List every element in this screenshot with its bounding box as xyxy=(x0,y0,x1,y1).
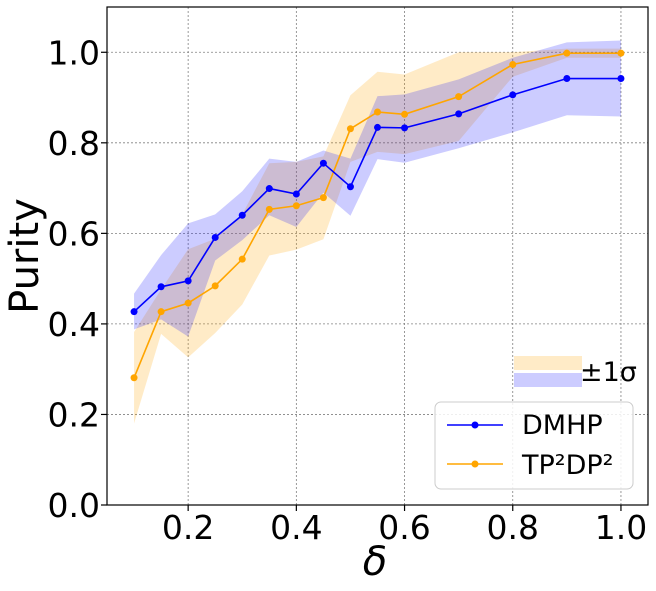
y-tick-label: 0.6 xyxy=(48,214,100,253)
y-axis-label: Purity xyxy=(2,198,48,314)
x-tick-label: 0.2 xyxy=(162,508,214,547)
x-axis-label: δ xyxy=(363,539,387,585)
y-tick-label: 1.0 xyxy=(48,33,100,72)
sigma-swatch-orange xyxy=(514,356,582,370)
data-point-dmhp xyxy=(401,124,409,132)
data-point-dmhp xyxy=(130,308,138,316)
x-tick-label: 1.0 xyxy=(595,508,647,547)
data-point-tpdp xyxy=(374,108,381,116)
data-point-tpdp xyxy=(319,194,327,202)
data-point-dmhp xyxy=(346,183,354,191)
data-point-dmhp xyxy=(238,211,246,219)
data-point-tpdp xyxy=(346,125,354,133)
band-tpdp xyxy=(134,48,621,424)
data-point-dmhp xyxy=(265,185,273,193)
ticks: 0.2 0.4 0.6 0.8 1.0 0.0 0.2 0.4 0.6 0.8 1.0 xyxy=(48,33,648,547)
x-tick-label: 0.8 xyxy=(487,508,539,547)
data-point-dmhp xyxy=(292,190,300,198)
data-point-dmhp xyxy=(455,110,463,118)
y-tick-label: 0.8 xyxy=(48,124,100,163)
data-point-tpdp xyxy=(211,282,219,290)
data-point-dmhp xyxy=(374,123,381,131)
data-point-tpdp xyxy=(157,308,165,316)
data-point-dmhp xyxy=(211,233,219,241)
plot-frame xyxy=(106,6,649,506)
data-point-tpdp xyxy=(509,60,517,68)
legend: DMHP TP²DP² xyxy=(434,401,634,490)
data-point-dmhp xyxy=(184,277,192,285)
grid xyxy=(107,7,648,506)
series-lines xyxy=(130,49,625,382)
sigma-label: ±1σ xyxy=(580,357,637,388)
data-point-tpdp xyxy=(563,49,571,57)
y-tick-label: 0.4 xyxy=(48,305,100,344)
data-point-tpdp xyxy=(265,205,273,213)
legend-label-tp2dp2: TP²DP² xyxy=(521,450,614,481)
legend-box xyxy=(434,401,634,490)
data-point-tpdp xyxy=(617,49,625,57)
sigma-swatch-blue xyxy=(514,373,582,387)
std-bands xyxy=(134,40,621,424)
sigma-band-legend: ±1σ xyxy=(514,356,637,388)
x-tick-label: 0.4 xyxy=(270,508,322,547)
y-tick-label: 0.0 xyxy=(48,486,100,525)
data-point-tpdp xyxy=(184,299,192,307)
data-point-dmhp xyxy=(563,75,571,83)
data-point-dmhp xyxy=(157,283,165,291)
data-point-tpdp xyxy=(401,110,409,118)
legend-label-dmhp: DMHP xyxy=(522,410,603,441)
band-dmhp xyxy=(134,40,621,337)
data-point-dmhp xyxy=(319,159,327,167)
data-point-tpdp xyxy=(292,202,300,210)
legend-marker-dmhp xyxy=(471,421,479,429)
legend-marker-tp2dp2 xyxy=(471,460,479,468)
data-point-dmhp xyxy=(617,75,625,83)
y-tick-label: 0.2 xyxy=(48,395,100,434)
data-point-dmhp xyxy=(509,91,517,99)
x-tick-label: 0.6 xyxy=(378,508,430,547)
data-point-tpdp xyxy=(130,374,138,382)
data-point-tpdp xyxy=(238,255,246,263)
data-point-tpdp xyxy=(455,93,463,101)
